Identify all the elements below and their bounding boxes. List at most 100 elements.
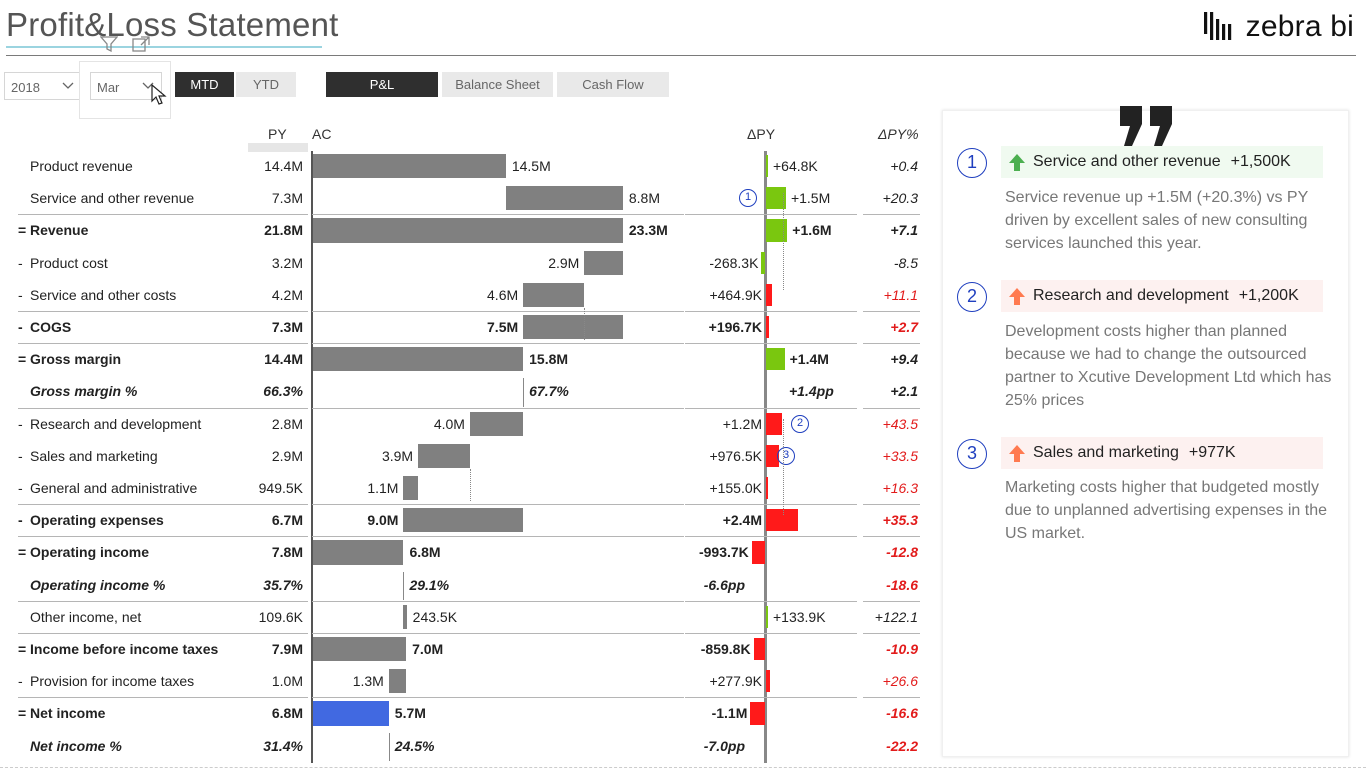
logo-text: zebra bi	[1245, 10, 1354, 43]
ac-percent-marker	[523, 378, 525, 407]
row-label-text: Operating expenses	[30, 512, 164, 529]
dpy-pct-value: +122.1	[874, 608, 918, 625]
dpy-bar	[751, 541, 765, 564]
py-value: 109.6K	[258, 608, 303, 625]
dpy-bar	[766, 155, 768, 178]
bottom-border	[0, 767, 1366, 768]
row-separator	[248, 633, 308, 634]
ac-bar	[313, 154, 506, 179]
note-marker-3[interactable]: 3	[777, 446, 795, 465]
dpy-value-label: +133.9K	[773, 608, 826, 625]
month-dropdown[interactable]: Mar	[90, 72, 162, 100]
chevron-down-icon	[141, 78, 155, 95]
row-separator	[863, 504, 920, 506]
row-separator	[863, 311, 920, 312]
year-value: 2018	[11, 80, 40, 95]
row-separator	[685, 697, 857, 699]
ac-bar	[313, 218, 623, 243]
row-separator	[685, 600, 857, 602]
py-value: 35.7%	[263, 576, 303, 593]
py-value: 6.8M	[271, 705, 303, 722]
arrow-up-icon	[1007, 443, 1027, 463]
row-label-text: Other income, net	[30, 608, 142, 625]
py-value: 2.8M	[271, 415, 303, 432]
dpy-bar	[766, 605, 768, 628]
cash-flow-button[interactable]: Cash Flow	[557, 72, 669, 97]
dpy-pct-value: +33.5	[882, 447, 918, 464]
row-operator: -	[18, 319, 23, 335]
ac-bar	[584, 250, 623, 275]
dpy-value-label: +1.4M	[789, 351, 829, 368]
py-value: 2.9M	[271, 447, 303, 464]
filter-icon[interactable]	[99, 36, 119, 56]
dpy-bar	[753, 638, 765, 661]
py-value: 1.0M	[271, 673, 303, 690]
row-separator	[18, 600, 258, 602]
balance-sheet-button[interactable]: Balance Sheet	[442, 72, 553, 97]
focus-mode-icon[interactable]	[132, 36, 150, 56]
row-separator	[863, 214, 920, 216]
ac-value-label: 7.0M	[412, 641, 444, 657]
waterfall-connector	[469, 469, 471, 502]
row-separator	[248, 697, 308, 699]
row-label: Operating income %	[18, 577, 165, 593]
ac-axis-line	[311, 151, 313, 763]
py-value: 7.8M	[271, 544, 303, 561]
dpy-bar	[766, 477, 769, 500]
mtd-button[interactable]: MTD	[175, 72, 234, 97]
dpy-value-label: +155.0K	[709, 480, 762, 496]
row-operator: -	[18, 447, 23, 464]
year-dropdown[interactable]: 2018	[4, 72, 82, 100]
dpy-bar	[766, 283, 773, 306]
py-value: 6.7M	[271, 512, 303, 529]
comment-title: Service and other revenue	[1033, 153, 1221, 170]
dpy-bar	[761, 251, 765, 274]
comment-title: Sales and marketing	[1033, 444, 1179, 461]
dpy-pct-value: -8.5	[893, 254, 918, 271]
comment-title: Research and development	[1033, 287, 1229, 304]
pl-button[interactable]: P&L	[326, 72, 438, 97]
ac-value-label: 1.1M	[367, 480, 399, 496]
row-separator	[18, 633, 258, 634]
dpy-value-label: +1.2M	[722, 415, 762, 432]
ac-value-label: 3.9M	[381, 447, 414, 464]
row-separator	[312, 311, 684, 312]
comment-number-2: 2	[957, 282, 987, 312]
row-separator	[248, 600, 308, 602]
dpy-bar	[766, 444, 779, 467]
comment-number-1: 1	[957, 148, 987, 178]
row-separator	[863, 600, 920, 602]
comment-text: Service revenue up +1.5M (+20.3%) vs PY …	[1005, 189, 1308, 252]
py-value: 14.4M	[264, 351, 303, 368]
py-column-header: PY	[268, 126, 287, 142]
row-separator	[18, 311, 258, 312]
py-value: 31.4%	[263, 737, 303, 754]
row-separator	[312, 214, 684, 216]
dpy-pct-value: -18.6	[886, 576, 918, 593]
ac-value-label: 5.7M	[394, 705, 426, 722]
row-separator	[248, 311, 308, 312]
row-label-text: Net income %	[30, 737, 122, 754]
row-operator: =	[18, 351, 27, 368]
row-separator	[18, 343, 258, 345]
row-separator	[685, 343, 857, 345]
row-label: Product revenue	[18, 158, 133, 174]
ac-bar	[313, 540, 404, 565]
comment-number-3: 3	[957, 439, 987, 469]
dpy-value-label: +976.5K	[709, 447, 762, 464]
note-marker-2[interactable]: 2	[791, 414, 809, 433]
row-label-text: Net income	[30, 705, 106, 722]
row-label: - Research and development	[18, 416, 201, 432]
ytd-button[interactable]: YTD	[236, 72, 296, 97]
row-label: = Income before income taxes	[18, 641, 218, 657]
row-label: - Provision for income taxes	[18, 673, 194, 689]
row-label-text: Product revenue	[30, 158, 133, 174]
ac-value-label: 29.1%	[409, 576, 450, 593]
dpy-connector	[783, 193, 784, 290]
note-marker-1[interactable]: 1	[739, 189, 757, 208]
row-separator	[863, 343, 920, 345]
waterfall-connector	[584, 308, 586, 341]
ac-bar	[388, 669, 407, 694]
title-underline	[6, 46, 322, 48]
row-operator: =	[18, 222, 27, 239]
